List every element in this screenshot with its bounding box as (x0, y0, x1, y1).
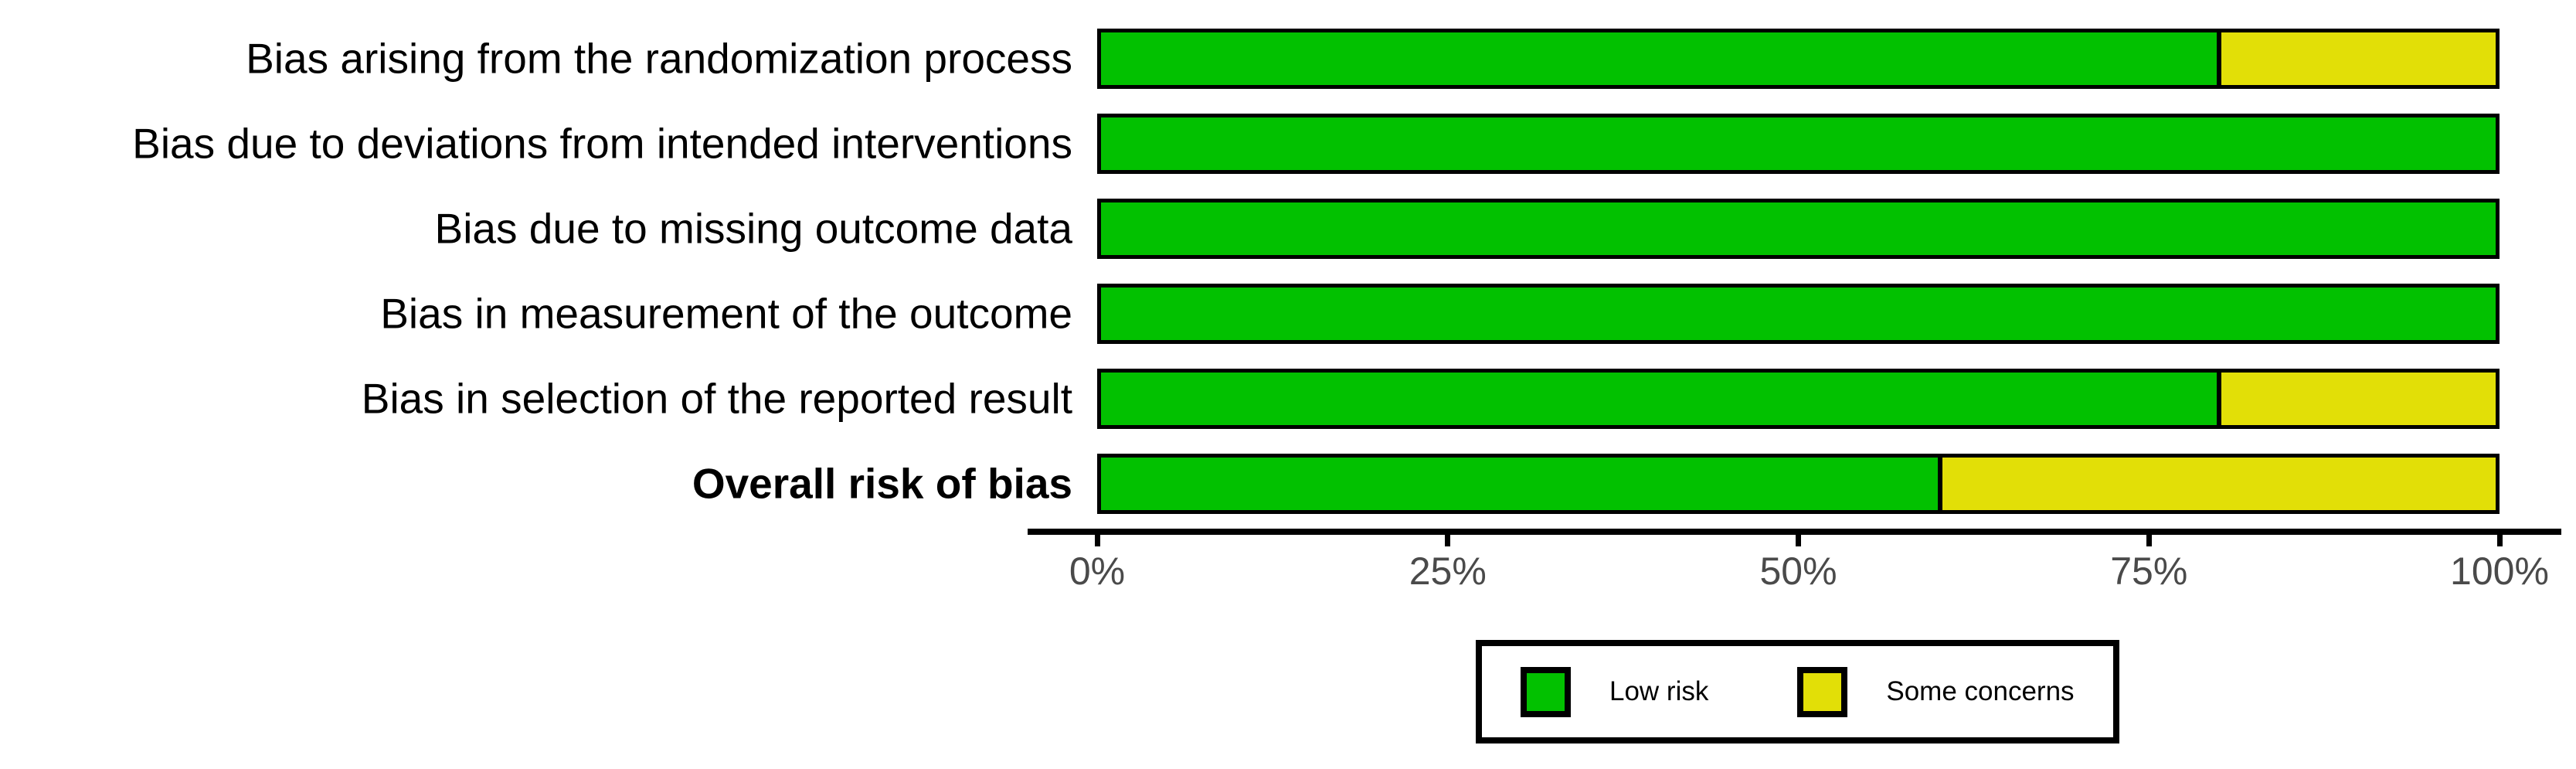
category-label: Bias due to missing outcome data (434, 204, 1072, 253)
stacked-bar (1097, 454, 2500, 514)
tick-mark (1796, 535, 1801, 546)
x-axis-line (1028, 529, 2561, 535)
bar-segment-low-risk (1101, 202, 2496, 255)
bar-segment-low-risk (1101, 32, 2217, 85)
legend-label-low-risk: Low risk (1609, 676, 1709, 706)
legend-label-some-concerns: Some concerns (1886, 676, 2075, 706)
category-label: Bias due to deviations from intended int… (132, 119, 1072, 168)
category-label: Overall risk of bias (692, 459, 1072, 508)
legend-box: Low risk Some concerns (1476, 640, 2119, 743)
bar-segment-some-concerns (2217, 32, 2496, 85)
bar-segment-low-risk (1101, 458, 1938, 510)
stacked-bar (1097, 114, 2500, 174)
tick-mark (2146, 535, 2152, 546)
tick-label: 100% (2450, 550, 2549, 593)
tick-mark (1445, 535, 1451, 546)
legend-swatch-some-concerns-icon (1797, 666, 1848, 717)
legend-item-low-risk: Low risk (1521, 666, 1709, 717)
tick-label: 25% (1409, 550, 1487, 593)
bar-segment-some-concerns (1938, 458, 2496, 510)
stacked-bar (1097, 284, 2500, 344)
legend-swatch-low-risk-icon (1521, 666, 1571, 717)
category-label: Bias arising from the randomization proc… (246, 34, 1072, 83)
tick-mark (1094, 535, 1100, 546)
bar-segment-low-risk (1101, 373, 2217, 425)
tick-label: 0% (1069, 550, 1126, 593)
legend-item-some-concerns: Some concerns (1797, 666, 2075, 717)
stacked-bar (1097, 29, 2500, 89)
tick-label: 50% (1759, 550, 1837, 593)
bar-segment-some-concerns (2217, 373, 2496, 425)
tick-label: 75% (2110, 550, 2188, 593)
bar-segment-low-risk (1101, 117, 2496, 170)
stacked-bar (1097, 369, 2500, 429)
bar-segment-low-risk (1101, 288, 2496, 340)
category-label: Bias in selection of the reported result (361, 374, 1072, 423)
stacked-bar (1097, 199, 2500, 259)
tick-mark (2496, 535, 2503, 546)
category-label: Bias in measurement of the outcome (380, 289, 1072, 338)
